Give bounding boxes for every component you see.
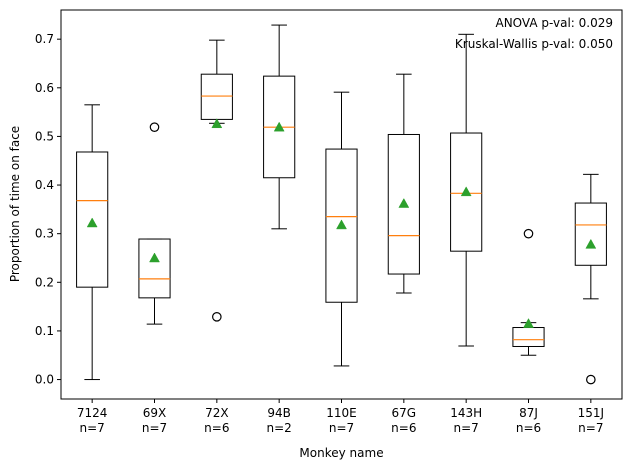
x-tick-count: n=6 — [516, 421, 541, 435]
anova-annotation: ANOVA p-val: 0.029 — [495, 16, 613, 30]
x-tick-label: 7124 — [77, 406, 108, 420]
box — [76, 151, 109, 288]
y-tick-label: 0.6 — [35, 81, 54, 95]
x-tick-label: 151J — [578, 406, 604, 420]
box — [450, 132, 483, 252]
box-group-151j — [574, 173, 607, 385]
mean-marker — [149, 252, 160, 263]
x-tick-count: n=7 — [80, 421, 105, 435]
y-tick-label: 0.7 — [35, 32, 54, 46]
x-tick-label: 72X — [205, 406, 229, 420]
box — [138, 238, 171, 299]
plot-area — [76, 24, 607, 385]
mean-marker — [86, 217, 98, 228]
y-tick-label: 0.3 — [35, 227, 54, 241]
x-tick-count: n=2 — [267, 421, 292, 435]
x-tick-count: n=7 — [142, 421, 167, 435]
x-tick-count: n=6 — [204, 421, 229, 435]
x-axis: 7124n=769Xn=772Xn=694Bn=2110En=767Gn=614… — [77, 399, 604, 435]
x-tick-label: 69X — [143, 406, 167, 420]
box-group-67g — [387, 73, 420, 294]
y-tick-label: 0.4 — [35, 178, 54, 192]
y-axis: 0.0 0.1 0.2 0.3 0.4 0.5 0.6 0.7 — [35, 32, 61, 387]
mean-marker — [211, 118, 223, 129]
box — [387, 133, 420, 275]
outlier-point — [586, 374, 596, 385]
box-group-87j — [512, 228, 545, 356]
box — [512, 327, 545, 347]
x-tick-count: n=7 — [578, 421, 603, 435]
mean-marker — [585, 238, 597, 249]
y-tick-label: 0.0 — [35, 373, 54, 387]
y-axis-title: Proportion of time on face — [8, 126, 22, 282]
x-tick-label: 67G — [392, 406, 417, 420]
x-axis-title: Monkey name — [299, 446, 383, 460]
mean-marker — [523, 318, 534, 328]
x-tick-count: n=6 — [391, 421, 416, 435]
x-tick-count: n=7 — [329, 421, 354, 435]
box-group-69x — [138, 122, 171, 325]
mean-marker — [336, 219, 347, 230]
mean-marker — [273, 121, 285, 132]
outlier-point — [523, 228, 534, 239]
x-tick-label: 87J — [519, 406, 538, 420]
box — [200, 73, 233, 120]
box-group-110e — [325, 91, 358, 367]
outlier-point — [212, 312, 222, 322]
box-group-72x — [200, 39, 233, 322]
y-tick-label: 0.2 — [35, 275, 54, 289]
x-tick-label: 110E — [326, 406, 357, 420]
box-group-94b — [263, 24, 296, 230]
y-tick-label: 0.5 — [35, 129, 54, 143]
x-tick-label: 94B — [267, 406, 291, 420]
outlier-point — [149, 122, 160, 132]
y-tick-label: 0.1 — [35, 324, 54, 338]
box-group-143h — [450, 33, 483, 347]
x-tick-count: n=7 — [454, 421, 479, 435]
box-group-7124 — [76, 104, 109, 381]
mean-marker — [398, 198, 410, 208]
mean-marker — [460, 186, 472, 197]
kruskal-annotation: Kruskal-Wallis p-val: 0.050 — [455, 37, 613, 51]
box — [325, 148, 358, 303]
box — [574, 202, 607, 266]
x-tick-label: 143H — [450, 406, 482, 420]
